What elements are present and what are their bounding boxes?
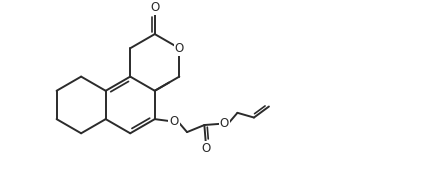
Text: O: O (201, 142, 211, 155)
Text: O: O (175, 42, 184, 55)
Text: O: O (150, 1, 159, 14)
Text: O: O (170, 115, 178, 128)
Text: O: O (220, 117, 229, 130)
